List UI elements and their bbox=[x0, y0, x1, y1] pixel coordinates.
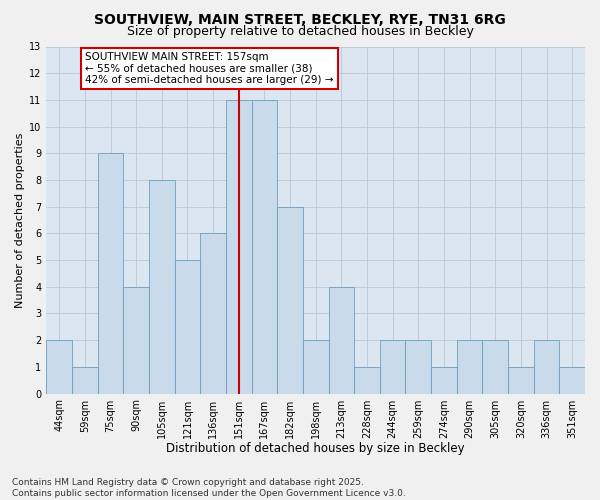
Text: Size of property relative to detached houses in Beckley: Size of property relative to detached ho… bbox=[127, 25, 473, 38]
Bar bbox=[534, 340, 559, 394]
Bar bbox=[277, 206, 303, 394]
Bar bbox=[380, 340, 406, 394]
Bar bbox=[98, 154, 124, 394]
Bar bbox=[46, 340, 72, 394]
Y-axis label: Number of detached properties: Number of detached properties bbox=[15, 132, 25, 308]
Bar bbox=[124, 287, 149, 394]
Bar bbox=[72, 367, 98, 394]
Bar bbox=[226, 100, 251, 394]
Bar bbox=[329, 287, 354, 394]
Text: SOUTHVIEW, MAIN STREET, BECKLEY, RYE, TN31 6RG: SOUTHVIEW, MAIN STREET, BECKLEY, RYE, TN… bbox=[94, 12, 506, 26]
Text: Contains HM Land Registry data © Crown copyright and database right 2025.
Contai: Contains HM Land Registry data © Crown c… bbox=[12, 478, 406, 498]
Bar bbox=[431, 367, 457, 394]
Bar bbox=[482, 340, 508, 394]
Bar bbox=[508, 367, 534, 394]
Bar bbox=[175, 260, 200, 394]
Bar bbox=[559, 367, 585, 394]
Bar bbox=[406, 340, 431, 394]
X-axis label: Distribution of detached houses by size in Beckley: Distribution of detached houses by size … bbox=[166, 442, 465, 455]
Bar bbox=[457, 340, 482, 394]
Bar bbox=[354, 367, 380, 394]
Bar bbox=[251, 100, 277, 394]
Bar bbox=[303, 340, 329, 394]
Text: SOUTHVIEW MAIN STREET: 157sqm
← 55% of detached houses are smaller (38)
42% of s: SOUTHVIEW MAIN STREET: 157sqm ← 55% of d… bbox=[85, 52, 334, 85]
Bar bbox=[200, 234, 226, 394]
Bar bbox=[149, 180, 175, 394]
